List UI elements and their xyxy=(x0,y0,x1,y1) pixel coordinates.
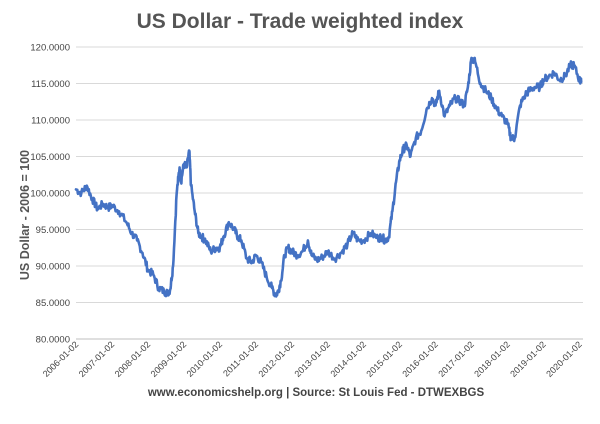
y-tick-label: 100.0000 xyxy=(30,189,70,200)
y-axis-ticks: 120.0000 115.0000 110.0000 105.0000 100.0000… xyxy=(30,43,70,346)
x-tick-label: 2013-01-02 xyxy=(292,339,332,379)
y-tick-label: 80.0000 xyxy=(36,335,70,346)
x-tick-label: 2008-01-02 xyxy=(113,339,153,379)
gridlines xyxy=(76,46,583,340)
x-tick-label: 2010-01-02 xyxy=(185,339,225,379)
y-tick-label: 110.0000 xyxy=(31,116,70,127)
x-tick-label: 2014-01-02 xyxy=(328,339,368,379)
x-tick-label: 2011-01-02 xyxy=(221,339,260,378)
x-tick-label: 2017-01-02 xyxy=(436,339,476,379)
x-tick-label: 2016-01-02 xyxy=(400,339,440,379)
x-tick-label: 2019-01-02 xyxy=(508,339,548,379)
y-tick-label: 85.0000 xyxy=(36,298,70,309)
x-tick-label: 2007-01-02 xyxy=(77,339,117,379)
y-tick-label: 95.0000 xyxy=(36,225,70,236)
x-axis-ticks: 2006-01-022007-01-022008-01-022009-01-02… xyxy=(41,339,584,379)
y-tick-label: 105.0000 xyxy=(30,152,70,163)
x-tick-label: 2020-01-02 xyxy=(544,339,584,379)
y-tick-label: 120.0000 xyxy=(30,43,70,54)
chart-title: US Dollar - Trade weighted index xyxy=(137,10,464,33)
x-tick-label: 2018-01-02 xyxy=(472,339,512,379)
x-tick-label: 2009-01-02 xyxy=(149,339,189,379)
y-tick-label: 115.0000 xyxy=(31,79,70,90)
y-axis-label: US Dollar - 2006 = 100 xyxy=(18,150,32,280)
y-tick-label: 90.0000 xyxy=(36,262,70,273)
series-layer xyxy=(74,56,583,298)
x-tick-label: 2012-01-02 xyxy=(257,339,297,379)
series-line xyxy=(74,56,583,298)
x-tick-label: 2015-01-02 xyxy=(364,339,404,379)
source-note: www.economicshelp.org | Source: St Louis… xyxy=(147,387,485,399)
